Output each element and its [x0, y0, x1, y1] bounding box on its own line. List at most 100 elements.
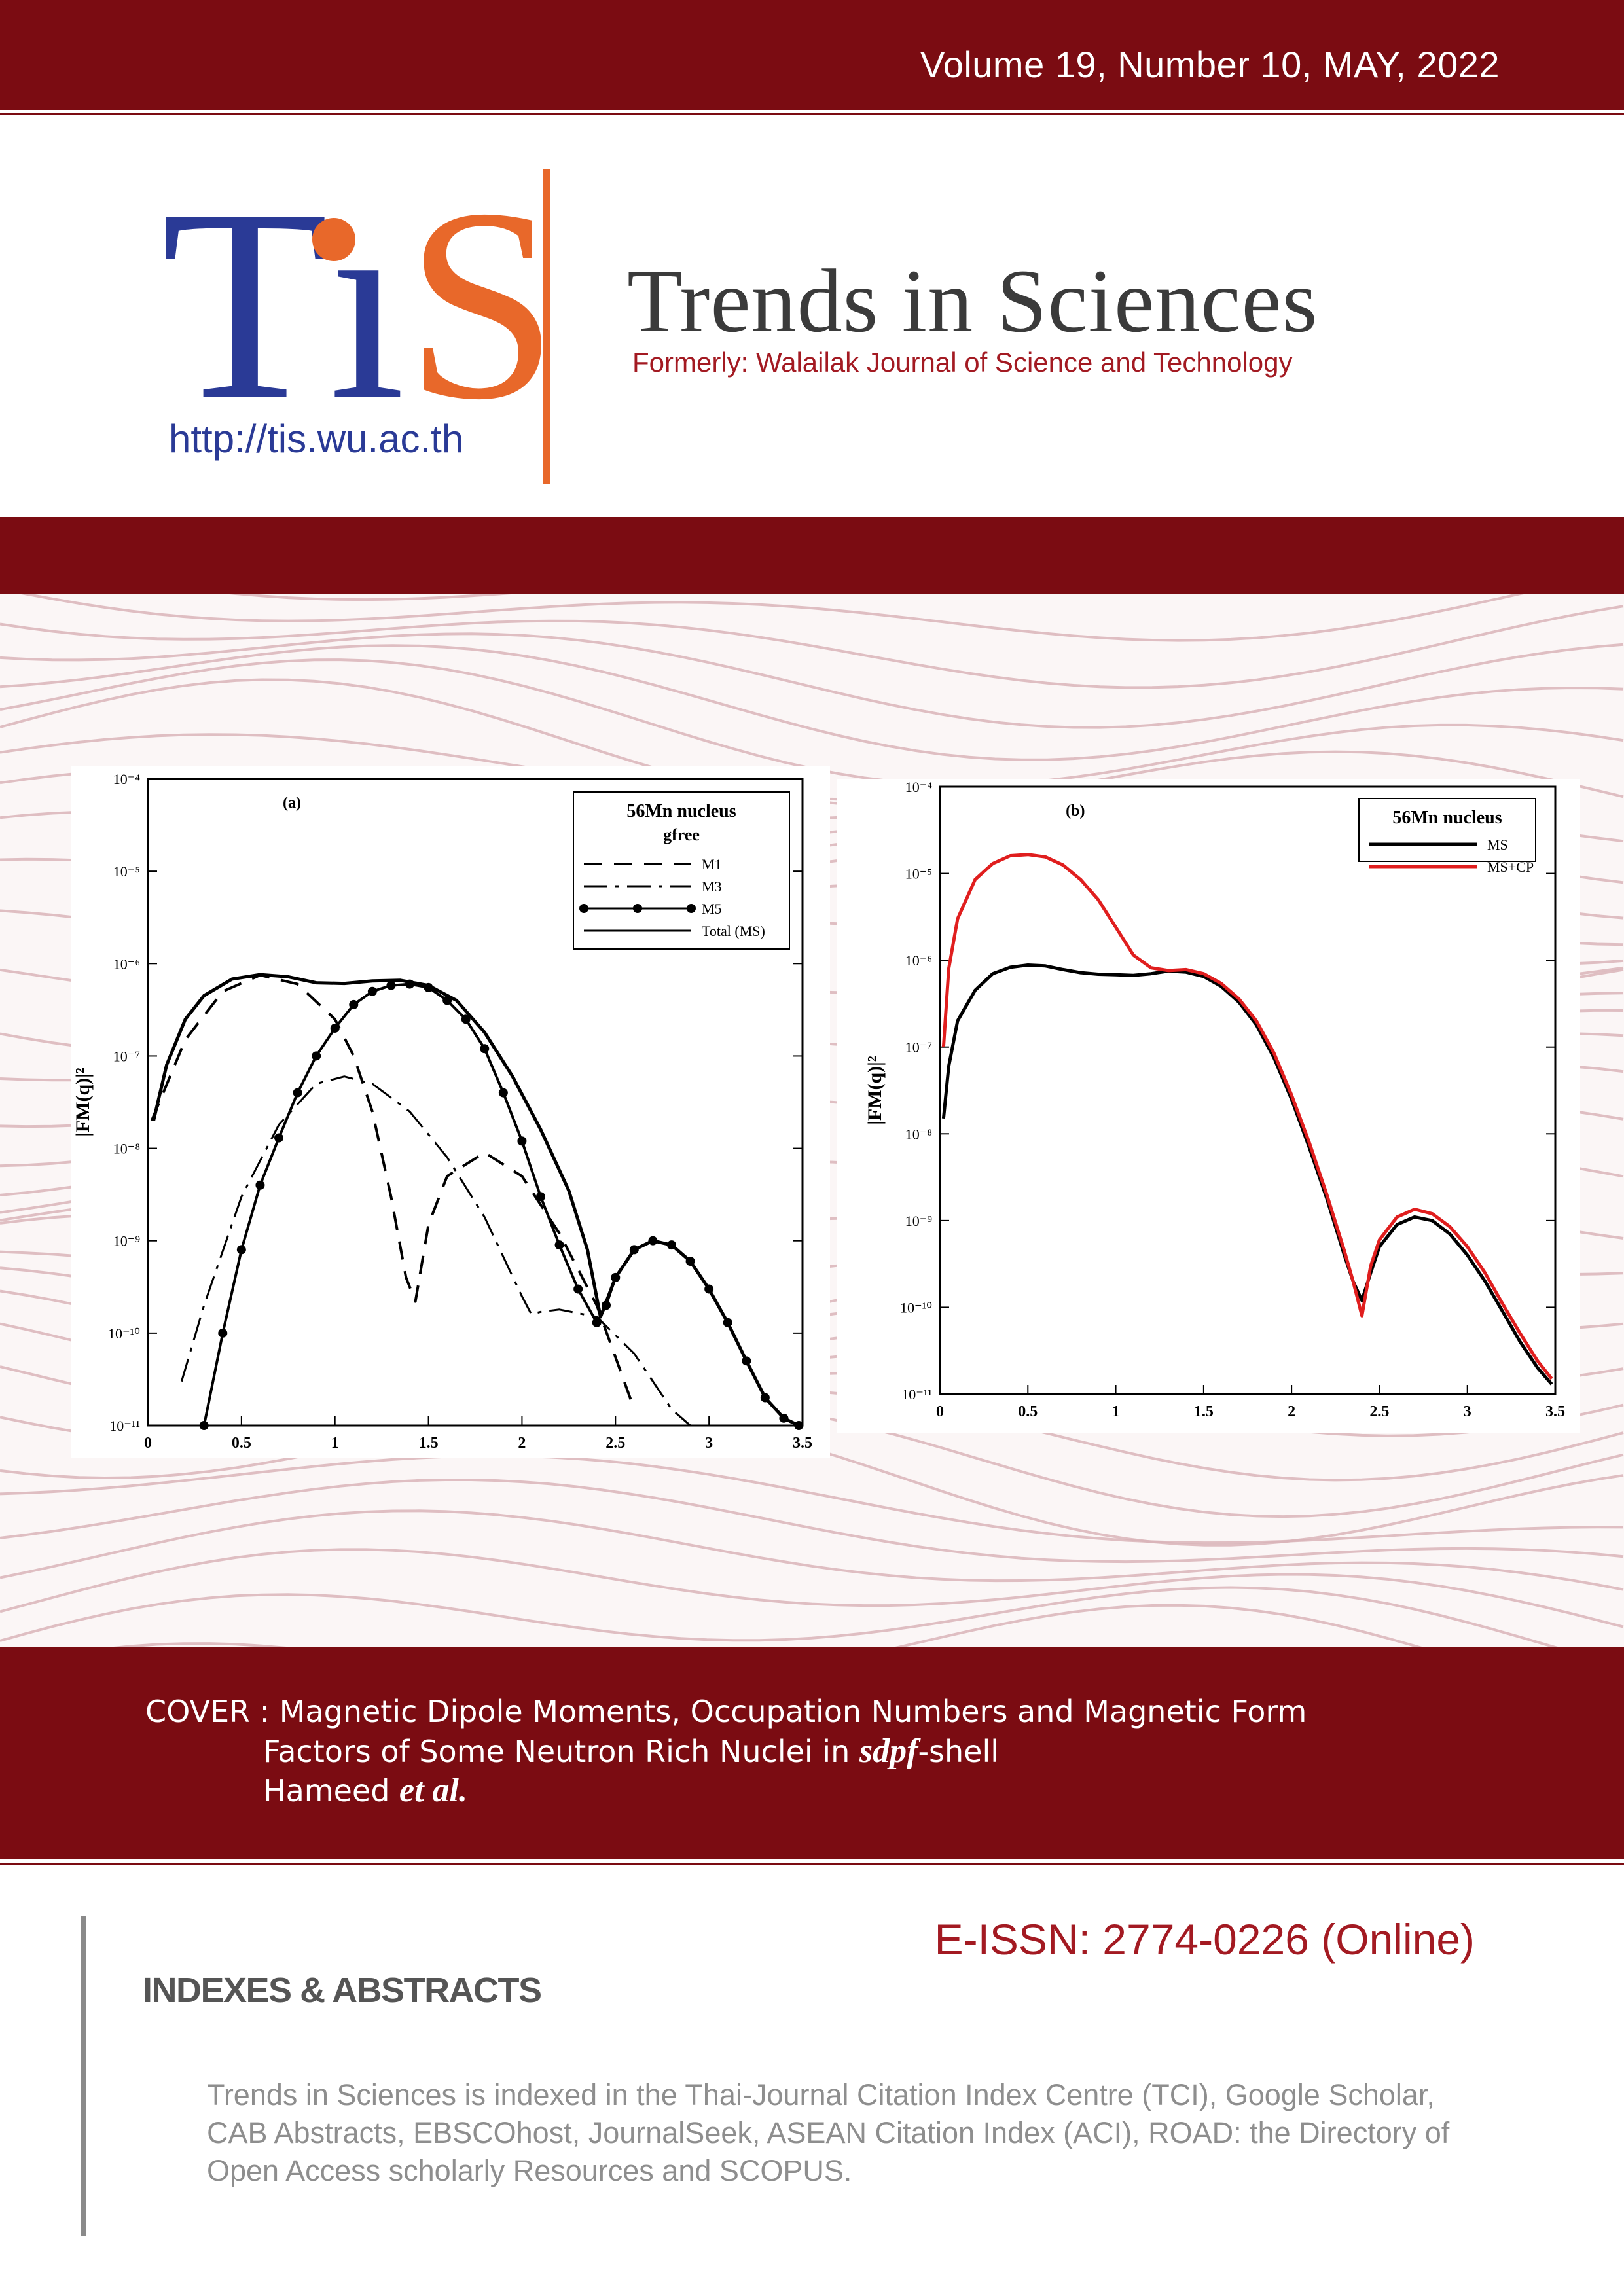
y-tick-label: 10⁻⁶: [905, 952, 932, 969]
journal-url[interactable]: http://tis.wu.ac.th: [169, 417, 464, 461]
e-issn: E-ISSN: 2774-0226 (Online): [934, 1915, 1475, 1964]
former-name: Formerly: Walailak Journal of Science an…: [632, 347, 1293, 378]
cover-authors: Hameed et al.: [263, 1771, 467, 1810]
series-point-m5: [461, 1014, 471, 1024]
legend-swatch-dot: [633, 904, 642, 913]
x-tick-label: 0: [936, 1403, 944, 1420]
wave-line: [0, 1586, 1558, 1647]
series-point-m5: [255, 1180, 265, 1190]
x-tick-label: 1: [1112, 1403, 1120, 1420]
x-axis-label: q (fm⁻¹): [1212, 1429, 1284, 1433]
series-line-m1: [150, 973, 636, 1410]
legend-subtitle: gfree: [663, 825, 700, 844]
x-tick-label: 2.5: [605, 1435, 625, 1452]
logo-letter-t: T: [161, 152, 329, 456]
series-point-m5: [349, 999, 359, 1009]
x-tick-label: 2: [1288, 1403, 1295, 1420]
legend-box: [573, 791, 790, 950]
header-divider: [543, 169, 550, 484]
legend-title: 56Mn nucleus: [626, 801, 736, 821]
tis-logo: TıS: [161, 167, 558, 442]
y-tick-label: 10⁻⁷: [905, 1039, 932, 1056]
indexes-text: Trends in Sciences is indexed in the Tha…: [207, 2078, 1450, 2187]
series-point-m5: [199, 1421, 209, 1430]
footer-divider: [81, 1916, 86, 2236]
wave-line: [0, 1479, 1624, 1564]
wave-line: [229, 594, 511, 601]
series-point-m5: [480, 1044, 490, 1054]
y-tick-label: 10⁻¹¹: [901, 1386, 932, 1403]
x-tick-label: 2.5: [1369, 1403, 1389, 1420]
legend-label: Total (MS): [702, 923, 765, 939]
chart-a: 10⁻⁴ 10⁻⁵ 10⁻⁶ 10⁻⁷ 10⁻⁸ 10⁻⁹ 10⁻¹⁰ 10⁻¹¹0 0.5 1 1…: [72, 771, 812, 1452]
indexes-heading: INDEXES & ABSTRACTS: [143, 1971, 542, 2010]
series-line-ms-cp: [941, 853, 1553, 1380]
volume-issue: Volume 19, Number 10, MAY, 2022: [920, 44, 1500, 85]
series-point-m5: [554, 1240, 564, 1250]
legend-label: MS: [1487, 836, 1508, 853]
series-point-m5: [367, 986, 377, 996]
y-tick-label: 10⁻⁶: [113, 956, 140, 972]
series-point-m5: [498, 1088, 508, 1098]
chart-b: 10⁻⁴ 10⁻⁵ 10⁻⁶ 10⁻⁷ 10⁻⁸ 10⁻⁹ 10⁻¹⁰ 10⁻¹¹0 0.5 1 1…: [864, 779, 1565, 1452]
legend-swatch-dot: [687, 904, 696, 913]
panel-label: (b): [1066, 802, 1085, 819]
x-tick-label: 3: [705, 1435, 713, 1452]
x-tick-label: 0: [144, 1435, 152, 1452]
x-tick-label: 2: [518, 1435, 526, 1452]
y-tick-label: 10⁻¹¹: [109, 1418, 140, 1434]
logo-letter-s: S: [405, 152, 558, 456]
top-banner-rule: [0, 113, 1624, 115]
panel-label: (a): [283, 795, 301, 812]
y-tick-label: 10⁻⁵: [113, 863, 140, 880]
cover-author: Hameed: [263, 1773, 390, 1808]
y-tick-label: 10⁻¹⁰: [900, 1299, 932, 1316]
legend-swatch-dot: [579, 904, 588, 913]
x-tick-label: 0.5: [232, 1435, 251, 1452]
x-tick-label: 3: [1464, 1403, 1471, 1420]
y-tick-label: 10⁻⁵: [905, 866, 932, 882]
wave-line: [0, 632, 1624, 729]
chart-panel-a: 10⁻⁴ 10⁻⁵ 10⁻⁶ 10⁻⁷ 10⁻⁸ 10⁻⁹ 10⁻¹⁰ 10⁻¹¹ 0 0.5 1 1…: [71, 766, 830, 1458]
cover-title-line-1: Magnetic Dipole Moments, Occupation Numb…: [279, 1694, 1307, 1729]
cover-etal: et al.: [399, 1772, 467, 1809]
series-point-m5: [218, 1328, 228, 1338]
series-point-m5: [592, 1318, 602, 1327]
cover-prefix: COVER :: [145, 1694, 270, 1729]
cover-title-line-2b: -shell: [918, 1734, 1000, 1769]
chart-panel-b: 10⁻⁴ 10⁻⁵ 10⁻⁶ 10⁻⁷ 10⁻⁸ 10⁻⁹ 10⁻¹⁰ 10⁻¹¹ 0 0.5 1 1…: [837, 779, 1580, 1452]
x-tick-label: 3.5: [793, 1435, 812, 1452]
y-tick-label: 10⁻⁹: [113, 1233, 141, 1249]
logo-dot: [312, 218, 355, 261]
legend-label: MS+CP: [1487, 859, 1534, 875]
x-tick-label: 1.5: [419, 1435, 439, 1452]
top-banner: Volume 19, Number 10, MAY, 2022: [0, 0, 1624, 115]
y-tick-label: 10⁻⁸: [905, 1126, 932, 1142]
y-tick-label: 10⁻⁸: [113, 1141, 140, 1157]
wave-line: [0, 1509, 1624, 1591]
plot-frame: [939, 785, 1557, 1395]
series-point-m5: [330, 1023, 340, 1033]
legend-label: M5: [702, 901, 722, 917]
bottom-banner-rule: [0, 1863, 1624, 1865]
legend-label: M1: [702, 856, 722, 872]
y-tick-label: 10⁻¹⁰: [108, 1325, 140, 1342]
y-tick-label: 10⁻⁴: [113, 771, 141, 787]
cover-artwork: 10⁻⁴ 10⁻⁵ 10⁻⁶ 10⁻⁷ 10⁻⁸ 10⁻⁹ 10⁻¹⁰ 10⁻¹¹ 0 0.5 1 1…: [0, 594, 1624, 1647]
series-line-m3: [180, 1075, 691, 1427]
wave-line: [0, 605, 1624, 689]
y-axis-label: |FM(q)|²: [72, 1067, 94, 1137]
y-tick-label: 10⁻⁷: [113, 1048, 140, 1064]
x-tick-label: 1.5: [1194, 1403, 1214, 1420]
cover-title-line-2a: Factors of Some Neutron Rich Nuclei in: [263, 1734, 850, 1769]
legend-title: 56Mn nucleus: [1392, 808, 1502, 828]
cover-line-1: COVER : Magnetic Dipole Moments, Occupat…: [145, 1694, 1307, 1729]
y-tick-label: 10⁻⁹: [905, 1213, 933, 1229]
series-point-m5: [274, 1133, 283, 1143]
x-tick-label: 1: [331, 1435, 339, 1452]
x-tick-label: 0.5: [1018, 1403, 1038, 1420]
wave-line: [21, 594, 1524, 642]
journal-title: Trends in Sciences: [627, 251, 1318, 351]
wave-line: [113, 1604, 1422, 1647]
cover-shell-name: sdpf: [859, 1732, 918, 1770]
